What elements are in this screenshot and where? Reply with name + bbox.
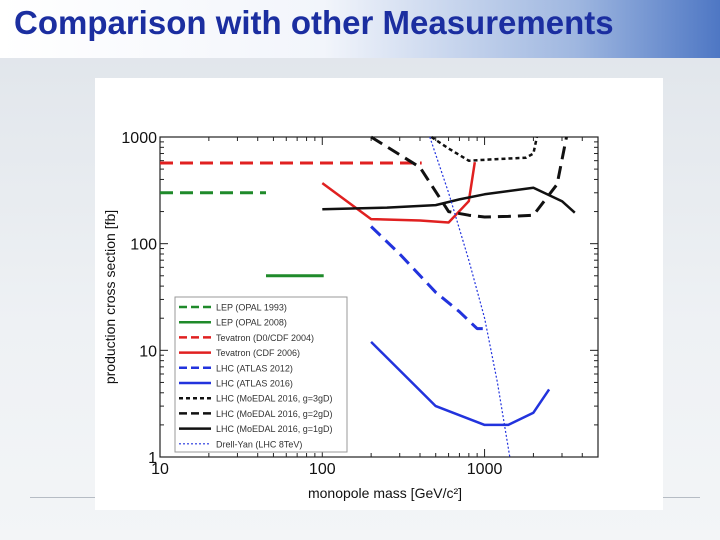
series-line-4	[370, 225, 488, 331]
slide-title: Comparison with other Measurements	[14, 4, 614, 41]
series-line-3	[321, 162, 477, 224]
axis-ticks	[159, 136, 599, 458]
y-axis-label: production cross section [fb]	[102, 210, 118, 384]
legend-label: LHC (MoEDAL 2016, g=1gD)	[216, 424, 332, 434]
series-line-8	[322, 186, 576, 214]
legend-label: Tevatron (CDF 2006)	[216, 348, 300, 358]
series-layer	[160, 135, 576, 458]
x-tick-label: 10	[151, 461, 169, 478]
series-line-6	[430, 135, 539, 162]
legend-label: LHC (MoEDAL 2016, g=3gD)	[216, 394, 332, 404]
x-axis-label: monopole mass [GeV/c²]	[308, 485, 462, 501]
x-tick-label: 100	[309, 461, 336, 478]
title-bar: Comparison with other Measurements	[0, 0, 720, 58]
y-tick-label: 100	[130, 237, 157, 254]
chart-figure: 10 100 1000 1 10 100 1000 LEP (OPAL 1993) LEP (…	[95, 78, 663, 510]
legend-label: LHC (ATLAS 2016)	[216, 379, 293, 389]
legend-label: LHC (ATLAS 2012)	[216, 363, 293, 373]
legend-label: LHC (MoEDAL 2016, g=2gD)	[216, 409, 332, 419]
y-tick-label: 10	[139, 343, 157, 360]
legend-label: Drell-Yan (LHC 8TeV)	[216, 439, 302, 449]
y-tick-label: 1	[148, 450, 157, 467]
legend-label: Tevatron (D0/CDF 2004)	[216, 333, 314, 343]
y-tick-label: 1000	[121, 130, 157, 147]
legend-label: LEP (OPAL 1993)	[216, 303, 287, 313]
series-line-5	[370, 341, 551, 427]
legend: LEP (OPAL 1993) LEP (OPAL 2008) Tevatron (…	[174, 296, 348, 453]
series-line-9	[429, 136, 511, 458]
legend-label: LEP (OPAL 2008)	[216, 318, 287, 328]
x-tick-label: 1000	[467, 461, 503, 478]
